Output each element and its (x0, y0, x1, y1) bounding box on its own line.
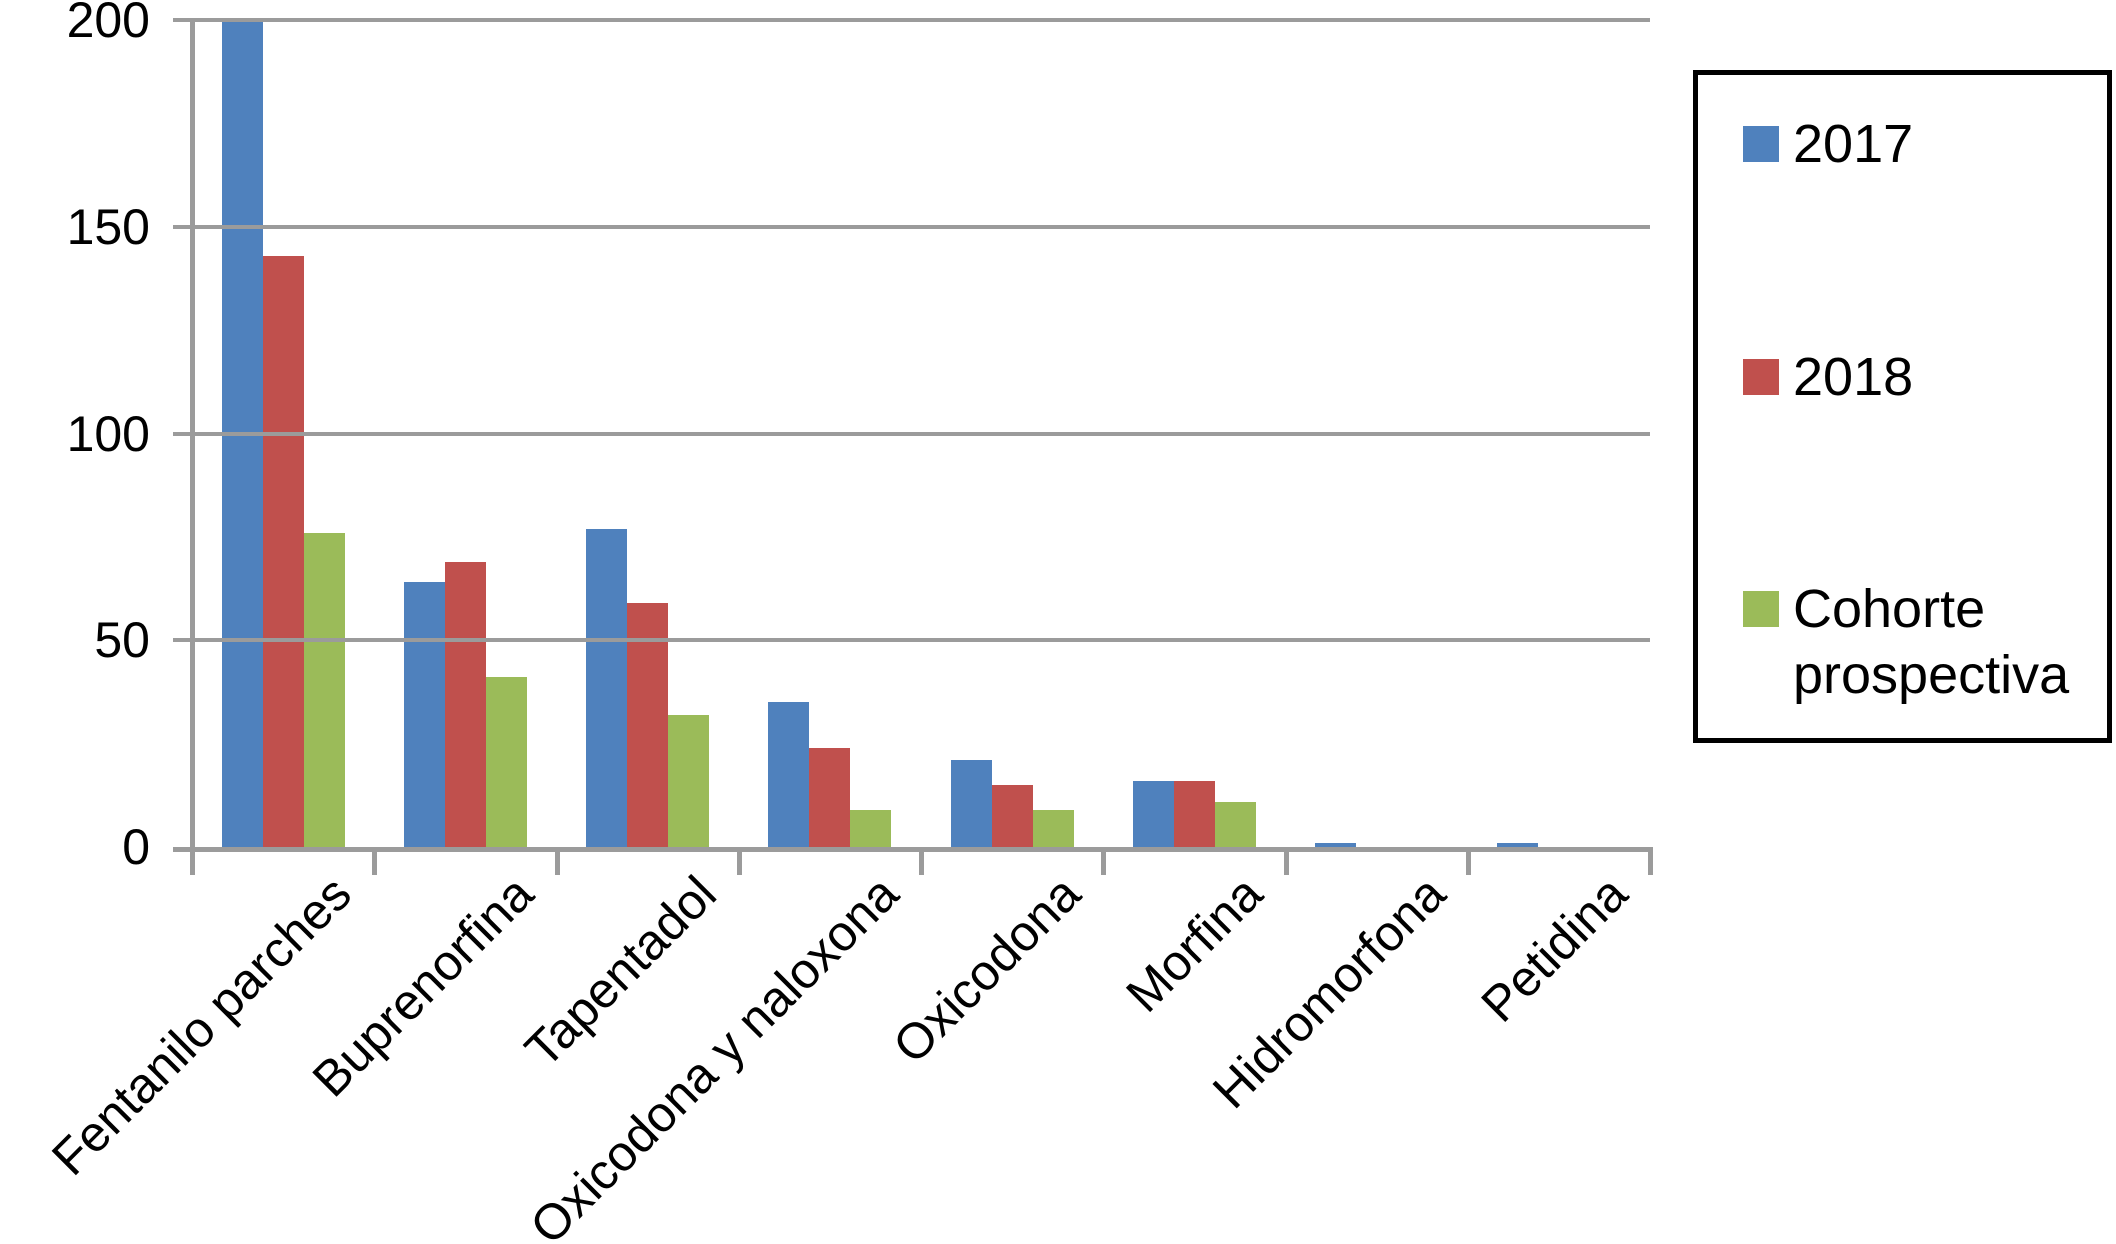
legend-swatch-2017 (1743, 126, 1779, 162)
bar-oxicodona-cohorte-prospectiva (1033, 810, 1074, 847)
gridline-200 (173, 18, 1650, 22)
legend-label-2017: 2017 (1793, 114, 1914, 174)
bar-hidromorfona-2017 (1315, 843, 1356, 847)
gridline-50 (173, 638, 1650, 642)
y-axis-line (190, 20, 195, 875)
bar-tapentadol-cohorte-prospectiva (668, 715, 709, 847)
bar-tapentadol-2017 (586, 529, 627, 847)
legend-entry-2017: 2017 (1698, 111, 2107, 177)
bar-oxicodona-y-naloxona-2018 (809, 748, 850, 847)
bar-tapentadol-2018 (627, 603, 668, 847)
y-axis-label-200: 200 (66, 0, 150, 48)
bar-oxicodona-y-naloxona-2017 (768, 702, 809, 847)
bar-buprenorfina-2018 (445, 562, 486, 847)
legend-swatch-2018 (1743, 358, 1779, 395)
gridline-100 (173, 432, 1650, 436)
legend-entry-2018: 2018 (1698, 344, 2107, 410)
bar-oxicodona-2017 (951, 760, 992, 847)
gridline-150 (173, 225, 1650, 229)
y-axis-label-0: 0 (122, 819, 150, 875)
x-axis-tick-2 (555, 847, 560, 875)
bar-buprenorfina-2017 (404, 582, 445, 847)
bar-oxicodona-2018 (992, 785, 1033, 847)
y-axis-label-50: 50 (94, 612, 150, 668)
legend-entry-cohorte-prospectiva: Cohorte prospectiva (1698, 576, 2107, 708)
x-axis-tick-7 (1466, 847, 1471, 875)
bar-petidina-2017 (1497, 843, 1538, 847)
bar-oxicodona-y-naloxona-cohorte-prospectiva (850, 810, 891, 847)
x-axis-tick-3 (737, 847, 742, 875)
x-axis-tick-4 (919, 847, 924, 875)
legend: 2017 2018 Cohorte prospectiva (1693, 70, 2112, 743)
x-axis-tick-5 (1101, 847, 1106, 875)
x-axis-label-fentanilo-parches: Fentanilo parches (41, 865, 362, 1186)
legend-label-2018: 2018 (1793, 346, 1914, 407)
bar-morfina-2018 (1174, 781, 1215, 847)
bar-fentanilo-parches-2018 (263, 256, 304, 847)
bar-fentanilo-parches-cohorte-prospectiva (304, 533, 345, 847)
x-axis-line (173, 847, 1650, 852)
x-axis-tick-6 (1284, 847, 1289, 875)
x-axis-tick-1 (372, 847, 377, 875)
y-axis-label-100: 100 (66, 406, 150, 462)
legend-label-cohorte-prospectiva: Cohorte prospectiva (1793, 579, 2070, 705)
bar-morfina-2017 (1133, 781, 1174, 847)
legend-swatch-cohorte-prospectiva (1743, 591, 1779, 627)
bar-morfina-cohorte-prospectiva (1215, 802, 1256, 847)
bar-buprenorfina-cohorte-prospectiva (486, 677, 527, 847)
x-axis-tick-8 (1648, 847, 1653, 875)
y-axis-label-150: 150 (66, 199, 150, 255)
